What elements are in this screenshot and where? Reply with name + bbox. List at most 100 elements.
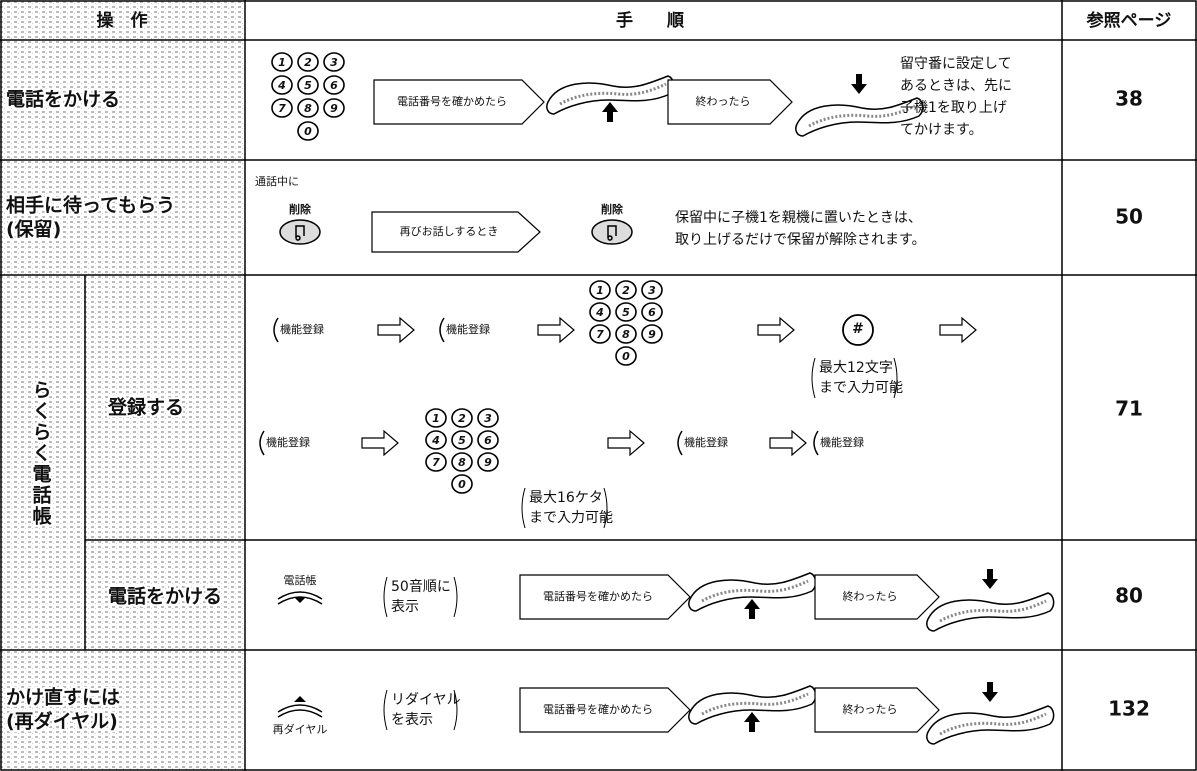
down-arrow <box>982 569 998 589</box>
phonebook-key <box>277 704 323 718</box>
key-label: 3 <box>330 56 338 69</box>
header-page: 参照ページ <box>1086 10 1172 31</box>
key-caption: 削除 <box>601 202 624 216</box>
step-arrow <box>519 687 691 733</box>
key-label: 4 <box>431 434 440 447</box>
function-key <box>813 430 819 456</box>
key <box>615 280 637 300</box>
down-arrow <box>982 682 998 702</box>
up-arrow <box>602 102 618 122</box>
key-caption: 電話帳 <box>284 573 317 587</box>
note-line: を表示 <box>391 712 433 728</box>
note-line: あるときは、先に <box>900 78 1012 94</box>
operation-label: 相手に待ってもらう <box>6 194 175 217</box>
next-arrow <box>769 429 807 457</box>
operation-column-texture <box>0 40 245 771</box>
function-key-label: 機能登録 <box>280 322 324 336</box>
key <box>323 98 345 118</box>
note-line: 子機1を取り上げ <box>900 100 1007 116</box>
step-text: 終わったら <box>696 95 751 108</box>
note-line: 最大16ケタ <box>529 490 603 506</box>
key-label: 6 <box>484 434 492 447</box>
next-arrow <box>607 429 645 457</box>
paren <box>603 487 608 529</box>
key <box>641 324 663 344</box>
note-line: 最大12文字 <box>819 360 893 376</box>
paren <box>453 689 458 731</box>
function-key <box>677 430 683 456</box>
header-operation: 操 作 <box>97 10 148 31</box>
next-arrow <box>361 429 399 457</box>
key <box>425 408 447 428</box>
reference-page: 38 <box>1115 87 1143 111</box>
paren <box>383 689 388 731</box>
paren <box>811 357 816 399</box>
key <box>271 75 293 95</box>
key-label: 2 <box>622 284 630 297</box>
key <box>297 52 319 72</box>
key <box>451 452 473 472</box>
operation-label: 電話をかける <box>108 586 222 608</box>
function-key <box>273 317 279 343</box>
note-line: 50音順に <box>391 578 451 595</box>
key-label: 9 <box>484 456 492 469</box>
key-label: 1 <box>432 412 440 425</box>
key <box>297 75 319 95</box>
down-arrow <box>851 74 867 94</box>
key-label: 5 <box>622 306 630 319</box>
note-line: 保留中に子機1を親機に置いたときは、 <box>675 210 922 226</box>
key-label: 0 <box>622 350 630 363</box>
clear-key <box>591 219 633 245</box>
key-label: 7 <box>278 102 286 115</box>
key <box>641 302 663 322</box>
handset-icon <box>925 704 1056 746</box>
operation-label: (再ダイヤル) <box>6 710 118 733</box>
next-arrow <box>537 316 575 344</box>
key <box>589 324 611 344</box>
key <box>451 474 473 494</box>
key <box>297 121 319 141</box>
up-arrow <box>744 712 760 732</box>
key <box>615 346 637 366</box>
key <box>323 52 345 72</box>
key <box>477 452 499 472</box>
key <box>451 430 473 450</box>
key <box>271 52 293 72</box>
operation-label: 登録する <box>107 396 184 419</box>
paren <box>383 576 388 618</box>
note-icon <box>295 225 305 241</box>
function-key-label: 機能登録 <box>266 435 310 449</box>
key-label: 5 <box>304 79 312 92</box>
key-label: 4 <box>595 306 604 319</box>
header-procedure: 手 順 <box>616 10 685 31</box>
note-line: まで入力可能 <box>819 380 903 396</box>
key <box>615 302 637 322</box>
note-line: 取り上げるだけで保留が解除されます。 <box>675 232 926 248</box>
key-label: 6 <box>648 306 656 319</box>
clear-key <box>279 219 321 245</box>
handset-icon <box>925 591 1056 633</box>
key-label: 9 <box>648 328 656 341</box>
key <box>589 280 611 300</box>
paren <box>893 357 898 399</box>
header-texture <box>0 0 245 40</box>
key-label: 7 <box>432 456 440 469</box>
function-key-label: 機能登録 <box>446 322 490 336</box>
reference-page: 50 <box>1115 205 1143 229</box>
note-line: てかけます。 <box>900 122 983 138</box>
lead-text: 通話中に <box>255 175 299 188</box>
key <box>271 98 293 118</box>
key <box>615 324 637 344</box>
function-key-label: 機能登録 <box>684 435 728 449</box>
note-line: まで入力可能 <box>529 510 613 526</box>
key-label: 1 <box>278 56 286 69</box>
step-arrow <box>667 79 793 125</box>
function-key <box>439 317 445 343</box>
key <box>641 280 663 300</box>
step-text: 電話番号を確かめたら <box>543 590 653 603</box>
function-key <box>259 430 265 456</box>
key <box>297 98 319 118</box>
key-triangle <box>294 597 306 603</box>
